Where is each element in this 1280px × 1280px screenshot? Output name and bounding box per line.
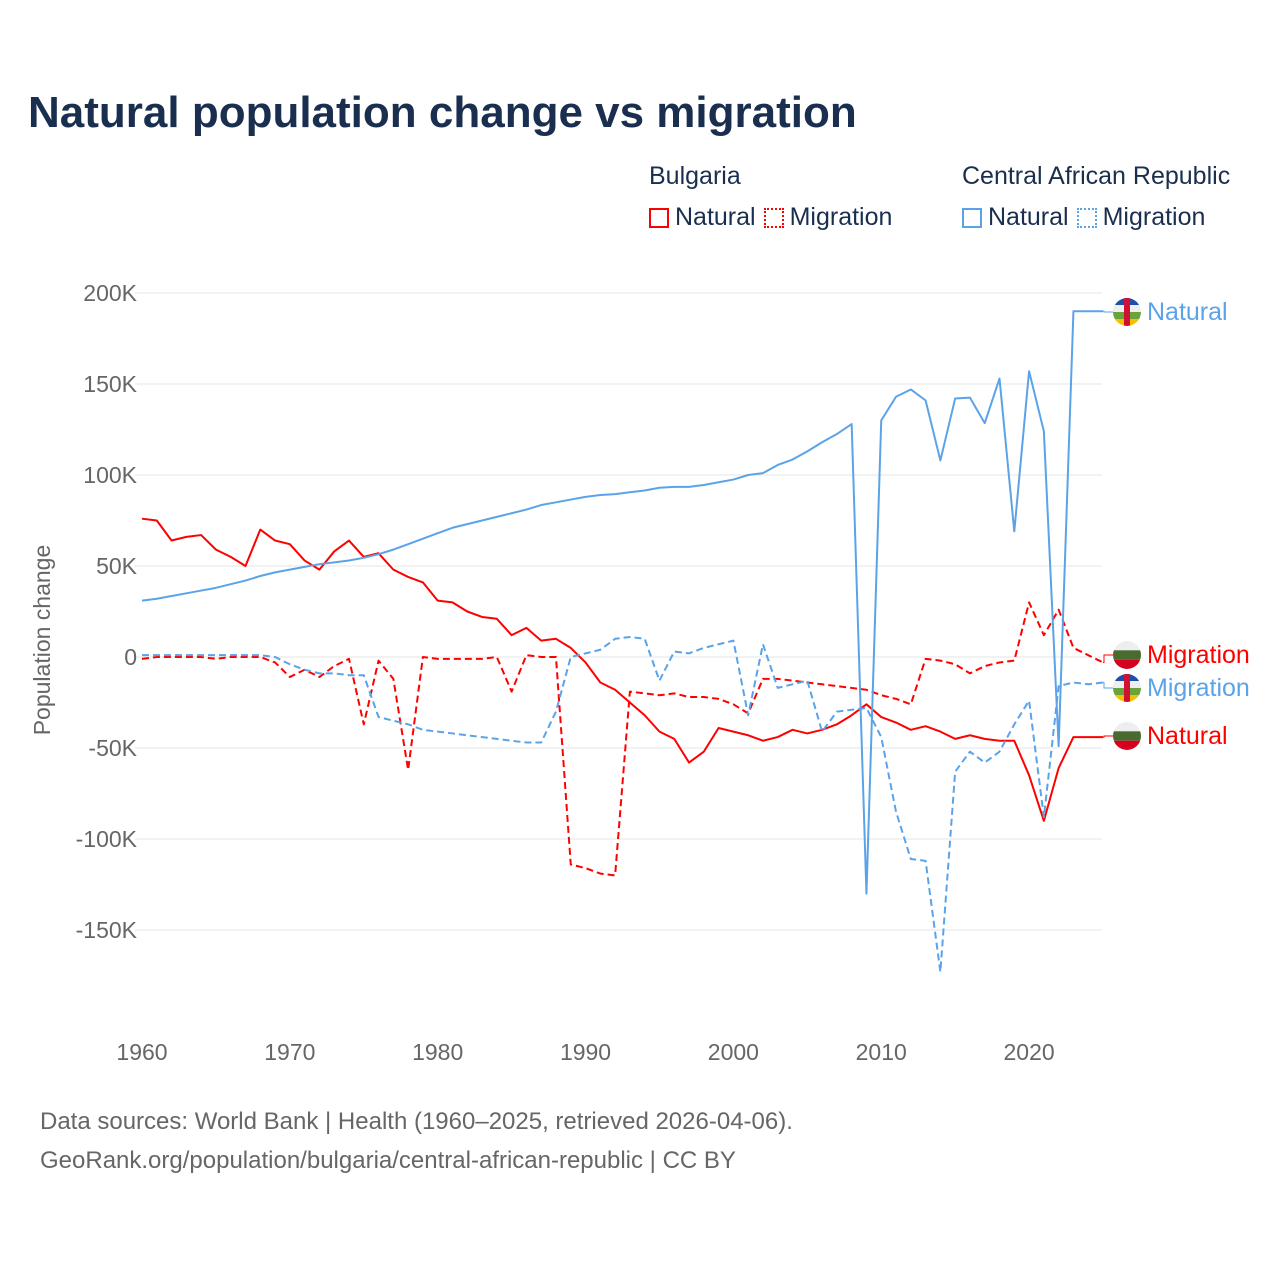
y-tick-label: 150K <box>83 371 137 397</box>
flag-stripe <box>1113 641 1141 651</box>
label-connector <box>1103 735 1113 738</box>
y-tick-label: 100K <box>83 462 137 488</box>
legend-item-bulgaria-migration[interactable]: Migration <box>763 203 893 232</box>
x-tick-label: 2010 <box>856 1039 907 1065</box>
series-line-bulgaria-migration <box>141 601 1104 877</box>
end-label: Natural <box>1147 298 1228 326</box>
car-flag-icon <box>1113 674 1141 702</box>
legend-label: Migration <box>1102 203 1206 231</box>
legend-item-car-migration[interactable]: Migration <box>1076 203 1206 232</box>
end-label: Migration <box>1147 674 1250 702</box>
y-tick-label: 200K <box>83 280 137 306</box>
end-label: Migration <box>1147 641 1250 669</box>
legend-label: Migration <box>789 203 893 231</box>
x-tick-label: 1990 <box>560 1039 611 1065</box>
legend-group-car: Central African Republic Natural Migrati… <box>962 162 1230 232</box>
bulgaria-flag-icon <box>1113 641 1141 669</box>
footer-link[interactable]: GeoRank.org/population/bulgaria/central-… <box>40 1147 736 1174</box>
flag-stripe <box>1113 650 1141 660</box>
end-label: Natural <box>1147 722 1228 750</box>
legend-country: Bulgaria <box>649 162 741 190</box>
x-tick-label: 1980 <box>412 1039 463 1065</box>
y-tick-label: -150K <box>76 917 138 943</box>
y-tick-label: -100K <box>76 826 138 852</box>
legend-swatch <box>649 207 669 228</box>
label-connector <box>1103 654 1113 663</box>
x-tick-label: 2020 <box>1003 1039 1054 1065</box>
legend-swatch <box>962 207 982 228</box>
legend-item-bulgaria-natural[interactable]: Natural <box>649 203 756 232</box>
footer-source: Data sources: World Bank | Health (1960–… <box>40 1108 793 1135</box>
legend-label: Natural <box>675 203 756 231</box>
series-line-central-african-republic-natural <box>141 310 1103 895</box>
y-tick-label: -50K <box>88 735 137 761</box>
legend-swatch <box>1076 207 1097 228</box>
y-tick-label: 0 <box>124 644 137 670</box>
flag-fill <box>1113 722 1141 750</box>
flag-stripe <box>1113 722 1141 732</box>
series-line-bulgaria-natural <box>141 517 1103 822</box>
flag-stripe <box>1113 659 1141 669</box>
line-chart: 200K 150K 100K 50K 0 -50K -100K -150K 1960 1970 19… <box>29 280 1250 1065</box>
legend-country: Central African Republic <box>962 162 1231 190</box>
y-tick-label: 50K <box>96 553 138 579</box>
flag-stripe <box>1124 674 1130 702</box>
flag-fill <box>1113 641 1141 669</box>
flag-stripe <box>1124 298 1130 326</box>
legend-group-bulgaria: Bulgaria Natural Migration <box>649 162 892 232</box>
flag-fill <box>1113 298 1141 326</box>
x-tick-label: 2000 <box>708 1039 759 1065</box>
label-connector <box>1103 310 1113 313</box>
flag-stripe <box>1113 740 1141 750</box>
x-tick-label: 1960 <box>116 1039 167 1065</box>
x-tick-label: 1970 <box>264 1039 315 1065</box>
legend-item-car-natural[interactable]: Natural <box>962 203 1069 232</box>
legend-label: Natural <box>988 203 1069 231</box>
label-connector <box>1103 681 1113 689</box>
chart-title: Natural population change vs migration <box>28 88 857 137</box>
y-axis-label: Population change <box>29 545 55 736</box>
flag-fill <box>1113 674 1141 702</box>
series-line-central-african-republic-migration <box>142 635 1104 973</box>
legend-swatch <box>763 207 784 228</box>
flag-stripe <box>1113 731 1141 741</box>
bulgaria-flag-icon <box>1113 722 1141 750</box>
car-flag-icon <box>1113 298 1141 326</box>
